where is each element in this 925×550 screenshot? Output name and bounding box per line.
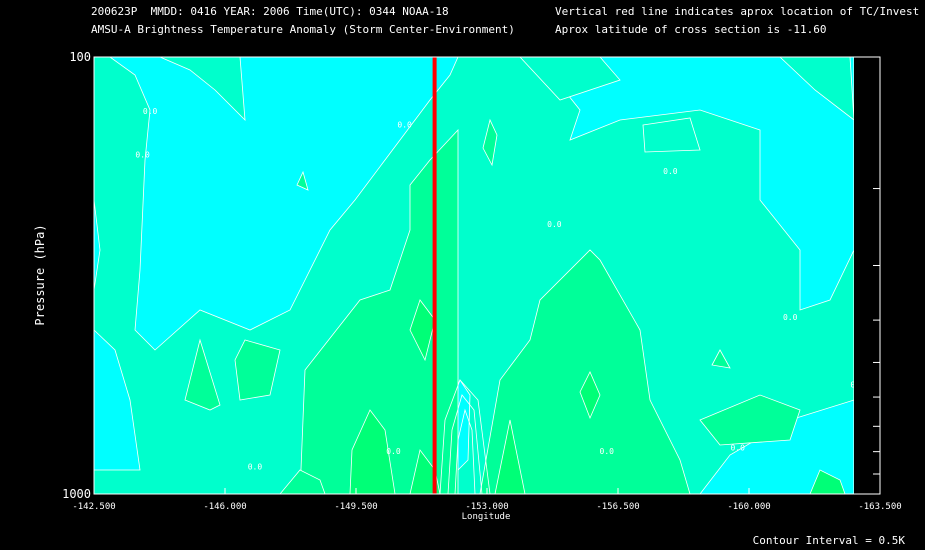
contour-labels: 0.00.00.00.00.00.00.00.00.00.00.0 xyxy=(135,107,865,472)
x-tick-label: -160.000 xyxy=(727,502,770,512)
contour-label: 0.0 xyxy=(547,220,562,229)
contour-line xyxy=(447,394,483,495)
contour-label: 0.0 xyxy=(143,107,158,116)
x-tick-label: -142.500 xyxy=(72,502,115,512)
anomaly-region-level2 xyxy=(296,170,309,191)
contour-label: 0.0 xyxy=(397,121,412,130)
y-tick-label: 1000 xyxy=(62,487,91,501)
contour-label: 0.0 xyxy=(663,167,678,176)
anomaly-region-level1 xyxy=(642,117,701,153)
y-axis-label: Pressure (hPa) xyxy=(33,224,47,325)
x-tick-label: -146.000 xyxy=(203,502,246,512)
contour-label: 0.0 xyxy=(600,447,615,456)
anomaly-region-level2 xyxy=(184,338,221,411)
contour-line xyxy=(439,379,491,495)
header-line1-left: 200623P MMDD: 0416 YEAR: 2006 Time(UTC):… xyxy=(91,5,449,18)
contour-label: 0.0 xyxy=(135,151,150,160)
header-line2-right: Aprox latitude of cross section is -11.6… xyxy=(555,23,827,36)
anomaly-fields xyxy=(93,56,855,495)
x-tick-label: -149.500 xyxy=(334,502,377,512)
x-tick-label: -163.500 xyxy=(858,502,901,512)
contour-interval: Contour Interval = 0.5K xyxy=(753,534,906,547)
anomaly-region-level2 xyxy=(234,339,281,401)
header-line2-left: AMSU-A Brightness Temperature Anomaly (S… xyxy=(91,23,515,36)
x-tick-label: -153.000 xyxy=(465,502,508,512)
anomaly-region-level2 xyxy=(479,249,691,495)
x-axis-label: Longitude xyxy=(462,512,511,522)
anomaly-region-level2 xyxy=(699,394,801,446)
axes: -142.500 -146.000 -149.500 -153.000 -156.500… xyxy=(62,50,902,512)
x-tick-label: -156.500 xyxy=(596,502,639,512)
right-strip xyxy=(854,57,880,494)
anomaly-region-level2 xyxy=(482,118,498,167)
contour-line xyxy=(454,408,476,495)
anomaly-region-level2 xyxy=(299,128,459,495)
contour-label: 0.0 xyxy=(248,463,263,472)
anomaly-region-level3 xyxy=(579,371,601,420)
contour-label: 0.0 xyxy=(783,313,798,322)
header-line1-right: Vertical red line indicates aprox locati… xyxy=(555,5,920,18)
y-tick-label: 100 xyxy=(69,50,91,64)
contour-label: 0.0 xyxy=(386,447,401,456)
contour-label: 0.0 xyxy=(731,443,746,452)
anomaly-region-level2 xyxy=(711,349,731,369)
